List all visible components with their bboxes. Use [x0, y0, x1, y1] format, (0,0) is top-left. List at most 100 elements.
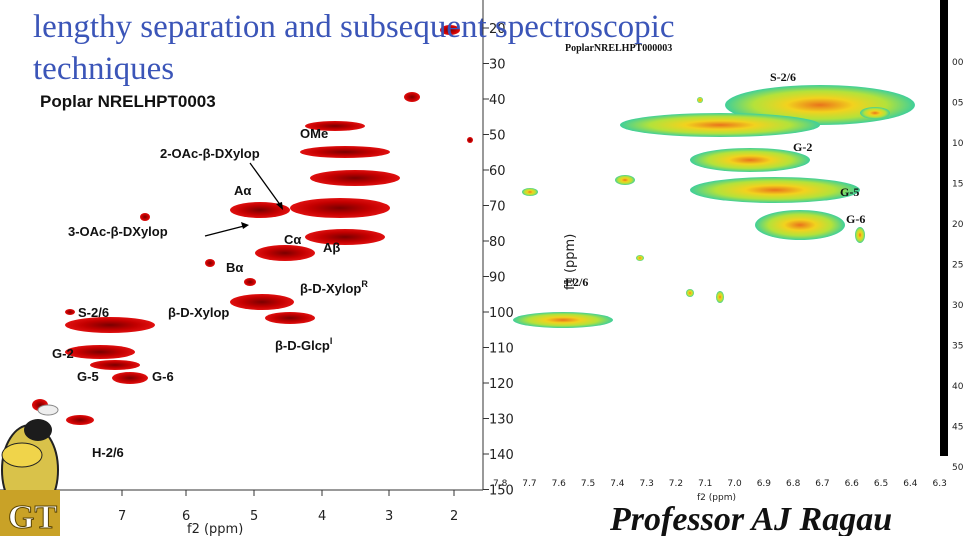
y-tick-label: 110	[489, 342, 514, 357]
label-text: β-D-Xylop	[168, 305, 229, 320]
label-superscript: I	[330, 336, 333, 346]
x-tick-label: 7.6	[552, 479, 567, 489]
peak-label: Aα	[234, 183, 251, 198]
peak	[140, 213, 150, 221]
peak	[440, 25, 460, 35]
y-tick-label: 20	[489, 22, 506, 37]
label-text: 2-OAc-β-DXylop	[160, 146, 260, 161]
x-tick-label: 7.2	[669, 479, 683, 489]
peak-label: G-2	[793, 140, 812, 154]
label-text: β-D-Xylop	[300, 281, 361, 296]
x-tick-label: 7.7	[522, 479, 536, 489]
label-text: Bα	[226, 260, 243, 275]
y-tick-label: 45	[952, 423, 963, 433]
peak	[290, 198, 390, 218]
peak	[65, 317, 155, 333]
peak	[112, 372, 148, 384]
x-tick-label: 4	[318, 509, 326, 524]
peak	[244, 278, 256, 286]
peak-label: Aβ	[323, 240, 340, 255]
peak-label: E2/6	[565, 275, 588, 289]
peak	[66, 415, 94, 425]
label-text: G-2	[52, 346, 74, 361]
peak-label: S-2/6	[78, 305, 109, 320]
peak	[65, 309, 75, 315]
label-text: OMe	[300, 126, 328, 141]
spectrum-title: PoplarNRELHPT000003	[565, 43, 672, 54]
peak-label: G-5	[840, 185, 859, 199]
axis-label: f1 (ppm)	[563, 234, 578, 290]
y-tick-label: 50	[489, 129, 506, 144]
axis-label: f2 (ppm)	[697, 493, 736, 503]
x-tick-label: 7.5	[581, 479, 595, 489]
y-tick-label: 40	[489, 93, 506, 108]
peak	[255, 245, 315, 261]
peak	[90, 360, 140, 370]
label-text: G-5	[77, 369, 99, 384]
peak-label: 3-OAc-β-DXylop	[68, 224, 168, 239]
label-text: S-2/6	[78, 305, 109, 320]
peak	[686, 289, 694, 297]
peak	[300, 146, 390, 158]
x-tick-label: 6.4	[903, 479, 918, 489]
label-superscript: R	[361, 279, 368, 289]
presenter: Professor AJ Ragau	[609, 501, 892, 536]
peak-label: β-D-Xylop	[168, 305, 229, 320]
peak	[310, 170, 400, 186]
y-tick-label: 30	[489, 58, 506, 73]
x-tick-label: 7.8	[493, 479, 508, 489]
x-tick-label: 6	[182, 509, 190, 524]
y-tick-label: 140	[489, 448, 514, 463]
peak	[230, 202, 290, 218]
x-tick-label: 7.1	[698, 479, 712, 489]
peak	[690, 148, 810, 172]
peak-label: β-D-XylopR	[300, 279, 368, 296]
axis-label: f2 (ppm)	[187, 522, 243, 536]
peak	[205, 259, 215, 267]
y-tick-label: 150	[489, 484, 514, 499]
x-tick-label: 5	[250, 509, 258, 524]
peak-label: OMe	[300, 126, 328, 141]
peak-label: G-5	[77, 369, 99, 384]
label-text: Aα	[234, 183, 251, 198]
peak	[716, 291, 724, 303]
x-tick-label: 6.5	[874, 479, 888, 489]
spectrum-title: Poplar NRELHPT0003	[40, 92, 216, 111]
peak	[860, 107, 890, 119]
y-tick-label: 70	[489, 200, 506, 215]
x-tick-label: 7	[118, 509, 126, 524]
label-text: H-2/6	[92, 445, 124, 460]
y-tick-label: 60	[489, 164, 506, 179]
y-tick-label: 90	[489, 271, 506, 286]
x-tick-label: 6.6	[845, 479, 860, 489]
logo-text: GT	[8, 499, 57, 536]
arrow-head	[276, 202, 283, 210]
arrow-head	[241, 222, 249, 229]
peak	[230, 294, 294, 310]
peak	[305, 229, 385, 245]
x-tick-label: 6.7	[815, 479, 829, 489]
peak-label: Bα	[226, 260, 243, 275]
y-tick-label: 20	[952, 220, 964, 230]
arrow	[204, 225, 245, 237]
peak	[636, 255, 644, 261]
peak-label: S-2/6	[770, 70, 796, 84]
peak	[855, 227, 865, 243]
y-tick-label: 00	[952, 58, 964, 68]
peak	[755, 210, 845, 240]
peak	[522, 188, 538, 196]
label-text: G-6	[152, 369, 174, 384]
peak-label: β-D-GlcpI	[275, 336, 332, 353]
scale-bar	[940, 0, 948, 456]
peak-label: Cα	[284, 232, 301, 247]
y-tick-label: 50	[952, 463, 964, 473]
x-tick-label: 6.3	[933, 479, 947, 489]
x-tick-label: 3	[385, 509, 393, 524]
x-tick-label: 7.4	[610, 479, 625, 489]
x-tick-label: 6.8	[786, 479, 801, 489]
peak	[65, 345, 135, 359]
tick-group: 8765432203040506070809010011012013014015…	[45, 22, 964, 524]
label-text: Aβ	[323, 240, 340, 255]
heading: lengthy separation and subsequent spectr…	[33, 9, 675, 45]
